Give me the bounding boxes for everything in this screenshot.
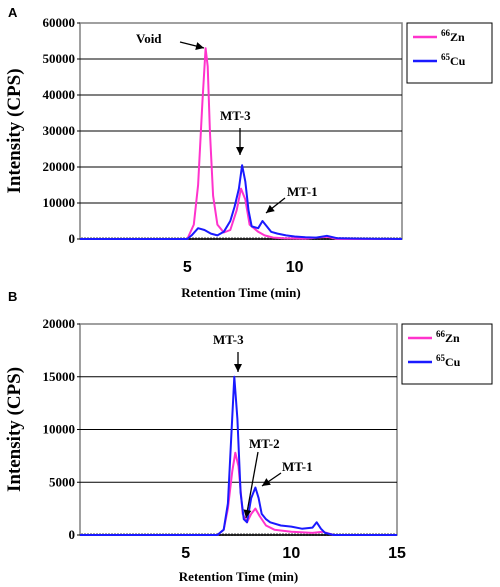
y-tick-label: 60000 <box>43 15 76 30</box>
y-tick-label: 20000 <box>43 316 76 331</box>
x-axis-title: Retention Time (min) <box>181 285 300 300</box>
legend-isotope-mass: 66 <box>441 28 451 38</box>
x-tick-label: 5 <box>181 545 190 562</box>
peak-annotation-label: MT-2 <box>249 436 280 451</box>
y-tick-label: 5000 <box>49 474 75 489</box>
y-tick-label: 40000 <box>43 87 76 102</box>
annotation-arrowhead <box>243 509 252 518</box>
y-tick-label: 20000 <box>43 159 76 174</box>
peak-annotation-label: MT-3 <box>220 108 251 123</box>
peak-annotation-label: MT-1 <box>287 184 318 199</box>
peak-annotation-label: Void <box>136 31 162 46</box>
panel-letter: B <box>8 289 17 304</box>
legend-isotope-mass: 66 <box>436 329 446 339</box>
legend-element-symbol: Cu <box>445 355 461 369</box>
y-tick-label: 10000 <box>43 195 76 210</box>
legend-entry: 66Zn <box>441 28 465 44</box>
legend-isotope-mass: 65 <box>441 52 451 62</box>
legend-box <box>401 323 493 385</box>
peak-annotation-label: MT-1 <box>282 459 313 474</box>
y-axis-title: Intensity (CPS) <box>4 367 25 492</box>
legend-isotope-mass: 65 <box>436 353 446 363</box>
legend-entry: 66Zn <box>436 329 460 345</box>
x-tick-label: 15 <box>388 545 406 562</box>
y-tick-label: 50000 <box>43 51 76 66</box>
annotation-arrowhead <box>262 478 271 486</box>
chart-panel-a: A 0 10000 20000 30000 40000 50000 60000 5 10 Inten… <box>4 5 493 300</box>
series-line-cu65 <box>80 375 397 536</box>
y-axis-title: Intensity (CPS) <box>4 68 25 193</box>
legend: 66Zn 65Cu <box>406 22 493 84</box>
annotation-arrowhead <box>236 147 244 155</box>
legend: 66Zn 65Cu <box>401 323 493 385</box>
y-tick-label: 15000 <box>43 369 76 384</box>
series-line-zn66 <box>80 47 402 240</box>
panel-letter: A <box>8 5 18 20</box>
legend-entry: 65Cu <box>441 52 466 68</box>
y-tick-label: 0 <box>69 527 76 542</box>
y-tick-label: 0 <box>69 231 76 246</box>
series-line-cu65 <box>80 164 403 240</box>
peak-annotation-label: MT-3 <box>213 332 244 347</box>
annotation-arrowhead <box>234 364 242 372</box>
legend-box <box>406 22 493 84</box>
y-tick-label: 30000 <box>43 123 76 138</box>
annotation-arrowhead <box>195 42 204 50</box>
chart-panel-b: B 0 5000 10000 15000 20000 5 10 15 Intensity (CPS… <box>4 289 493 584</box>
x-tick-label: 10 <box>286 259 304 276</box>
x-tick-label: 5 <box>183 259 192 276</box>
legend-element-symbol: Zn <box>445 331 460 345</box>
y-tick-label: 10000 <box>43 422 76 437</box>
annotation-arrow-line <box>245 451 259 519</box>
legend-entry: 65Cu <box>436 353 461 369</box>
legend-element-symbol: Cu <box>450 54 466 68</box>
x-axis-title: Retention Time (min) <box>179 569 298 584</box>
annotation-arrowhead <box>266 204 275 213</box>
legend-element-symbol: Zn <box>450 30 465 44</box>
x-tick-label: 10 <box>282 545 300 562</box>
